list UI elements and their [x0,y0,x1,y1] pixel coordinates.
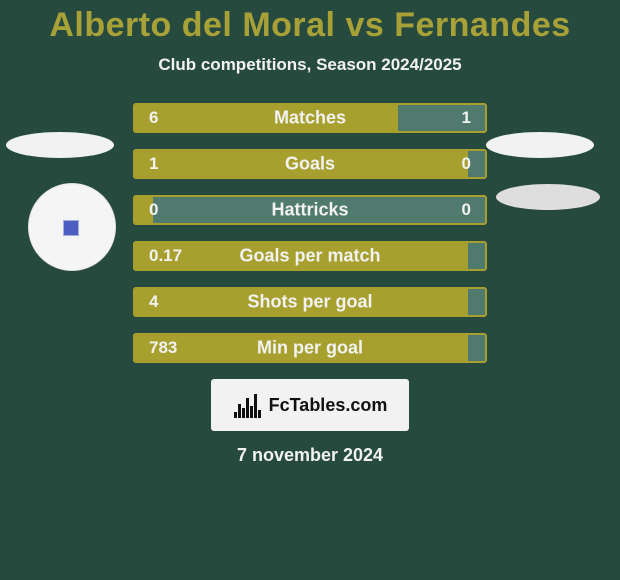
stat-row: 00Hattricks [133,195,487,225]
date-text: 7 november 2024 [0,445,620,466]
stat-row: 4Shots per goal [133,287,487,317]
comparison-area: 61Matches 10Goals 00Hattricks 0.17Goals per… [0,103,620,363]
stat-label: Matches [135,108,485,129]
stat-label: Shots per goal [135,292,485,313]
page-title: Alberto del Moral vs Fernandes [0,6,620,45]
content-wrap: Alberto del Moral vs Fernandes Club comp… [0,0,620,466]
stat-label: Goals per match [135,246,485,267]
stat-row: 783Min per goal [133,333,487,363]
page-subtitle: Club competitions, Season 2024/2025 [0,55,620,75]
photo-placeholder-icon [63,220,79,236]
stat-bars: 61Matches 10Goals 00Hattricks 0.17Goals per… [133,103,487,363]
stat-label: Min per goal [135,338,485,359]
left-player-photo [28,183,116,271]
logo-icon [233,392,263,418]
stat-row: 0.17Goals per match [133,241,487,271]
right-team-ellipse-top [486,132,594,158]
stat-row: 10Goals [133,149,487,179]
right-team-ellipse [496,184,600,210]
logo-text: FcTables.com [269,395,388,416]
fctables-logo: FcTables.com [211,379,409,431]
left-team-ellipse [6,132,114,158]
stat-label: Hattricks [135,200,485,221]
stat-row: 61Matches [133,103,487,133]
stat-label: Goals [135,154,485,175]
